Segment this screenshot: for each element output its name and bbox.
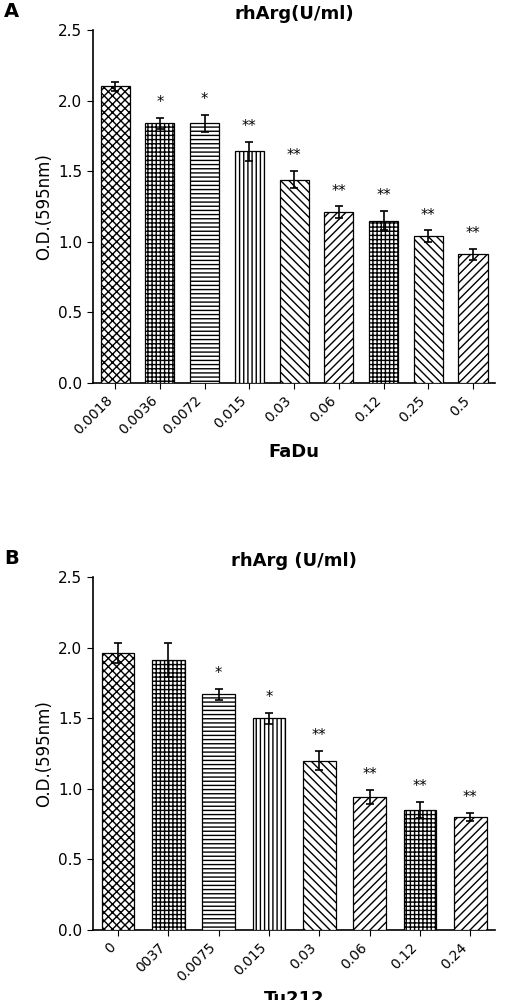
Text: A: A: [4, 2, 20, 21]
Y-axis label: O.D.(595nm): O.D.(595nm): [35, 153, 53, 260]
Bar: [190, 123, 219, 383]
Text: *: *: [265, 690, 272, 705]
Bar: [101, 86, 130, 383]
Bar: [146, 123, 174, 383]
X-axis label: FaDu: FaDu: [269, 443, 319, 461]
Text: **: **: [463, 790, 478, 805]
Y-axis label: O.D.(595nm): O.D.(595nm): [35, 700, 53, 807]
Text: **: **: [242, 119, 257, 134]
Text: **: **: [287, 148, 301, 163]
Bar: [324, 212, 353, 383]
Text: *: *: [156, 95, 164, 110]
Bar: [303, 761, 335, 930]
Text: **: **: [312, 728, 327, 743]
Text: *: *: [201, 92, 208, 107]
Bar: [102, 653, 134, 930]
Bar: [152, 660, 185, 930]
Bar: [369, 221, 398, 383]
Text: **: **: [331, 184, 346, 199]
Bar: [202, 694, 235, 930]
Bar: [353, 797, 386, 930]
Text: **: **: [465, 226, 480, 241]
Text: B: B: [4, 549, 19, 568]
Bar: [235, 151, 264, 383]
Text: **: **: [376, 188, 391, 203]
Bar: [454, 817, 487, 930]
Title: rhArg (U/ml): rhArg (U/ml): [231, 552, 357, 570]
Text: **: **: [421, 208, 436, 223]
Bar: [280, 180, 309, 383]
Text: *: *: [215, 666, 222, 681]
X-axis label: Tu212: Tu212: [264, 990, 325, 1000]
Text: **: **: [412, 779, 427, 794]
Bar: [414, 236, 443, 383]
Text: **: **: [362, 767, 377, 782]
Bar: [404, 810, 436, 930]
Bar: [253, 718, 285, 930]
Bar: [458, 254, 488, 383]
Title: rhArg(U/ml): rhArg(U/ml): [234, 5, 354, 23]
